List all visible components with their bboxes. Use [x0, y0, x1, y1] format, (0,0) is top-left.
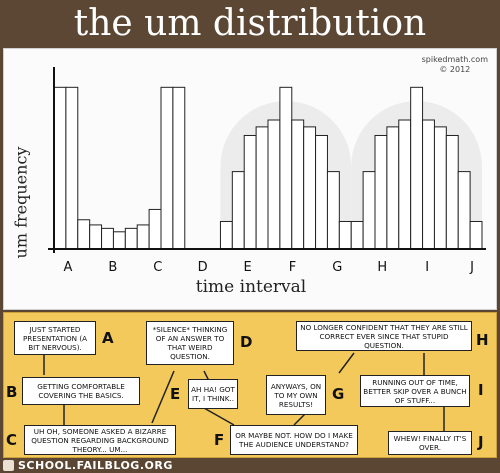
note-f: Or maybe not. How do I make the audience… — [230, 425, 358, 455]
bar — [124, 227, 138, 250]
letter-e: E — [170, 385, 181, 403]
x-tick-label: C — [153, 260, 162, 275]
letter-a: A — [102, 329, 114, 347]
credit-year: © 2012 — [439, 65, 471, 74]
bar — [374, 134, 388, 250]
page-title: the um distribution — [0, 0, 500, 48]
note-g: Anyways, on to my own results! — [266, 375, 326, 415]
bar — [231, 171, 245, 250]
note-d: *Silence* thinking of an answer to that … — [146, 321, 234, 365]
bar — [112, 231, 126, 250]
letter-h: H — [476, 331, 489, 349]
notes-panel: Just started presentation (a bit nervous… — [3, 312, 497, 458]
note-b: Getting comfortable covering the basics. — [22, 377, 140, 405]
bar — [243, 134, 257, 250]
chart-panel: A B C D E F G H I J spikedmath.com © 2012 um freq… — [3, 48, 497, 310]
letter-f: F — [214, 431, 225, 449]
bar — [267, 119, 281, 250]
credit-site: spikedmath.com — [421, 55, 488, 64]
x-tick-label: B — [108, 260, 117, 275]
bar — [172, 86, 186, 250]
bar — [101, 227, 114, 250]
x-tick-label: H — [377, 260, 387, 275]
note-c: Uh oh, someone asked a bizarre question … — [24, 425, 176, 455]
letter-i: I — [478, 381, 484, 399]
note-a: Just started presentation (a bit nervous… — [14, 321, 96, 355]
y-axis-label-wrap: um frequency — [8, 137, 32, 267]
note-h: No longer confident that they are still … — [296, 321, 472, 351]
letter-d: D — [240, 333, 253, 351]
x-tick-label: J — [469, 260, 474, 275]
x-tick-label: D — [198, 260, 208, 275]
bar — [469, 220, 483, 250]
bar — [219, 220, 233, 250]
bar — [160, 86, 174, 250]
bar — [148, 208, 162, 250]
y-axis-label: um frequency — [11, 146, 31, 259]
connector-c-d — [151, 370, 175, 424]
bar — [410, 86, 424, 250]
bar — [255, 126, 269, 250]
bar — [279, 86, 293, 250]
connector-e-f — [203, 407, 235, 426]
x-tick-label: F — [289, 260, 296, 275]
bar — [422, 119, 435, 250]
x-tick-label: I — [425, 260, 429, 275]
note-j: Whew! Finally it's over. — [388, 431, 472, 455]
connector-g-h — [338, 352, 355, 374]
bar — [315, 134, 328, 250]
bar — [65, 86, 79, 250]
credit: spikedmath.com © 2012 — [422, 55, 488, 75]
bar — [326, 171, 340, 250]
bar — [291, 119, 305, 250]
chart-svg: A B C D E F G H I J — [48, 67, 486, 275]
bar — [53, 86, 67, 250]
bar — [136, 224, 150, 250]
bar — [457, 171, 471, 250]
footer-logo-icon — [3, 460, 14, 471]
bar — [433, 126, 447, 250]
note-i: Running out of time, better skip over a … — [360, 375, 470, 407]
x-axis-label: time interval — [195, 277, 307, 297]
bar — [445, 134, 459, 250]
letter-j: J — [478, 433, 484, 451]
bar — [350, 220, 364, 250]
bar — [398, 119, 412, 250]
letter-g: G — [332, 385, 345, 403]
bar — [89, 224, 103, 250]
bar — [303, 126, 317, 250]
letter-c: C — [6, 431, 18, 449]
x-tick-label: E — [243, 260, 251, 275]
bar — [77, 219, 91, 250]
bar — [338, 220, 352, 250]
note-e: Ah ha! Got it, I think.. — [188, 379, 238, 409]
letter-b: B — [6, 383, 18, 401]
x-tick-label: A — [64, 260, 73, 275]
x-tick-label: G — [332, 260, 342, 275]
bar — [362, 171, 376, 250]
bar — [386, 126, 400, 250]
footer-site[interactable]: SCHOOL.FAILBLOG.ORG — [18, 459, 173, 472]
footer: SCHOOL.FAILBLOG.ORG — [0, 458, 500, 473]
